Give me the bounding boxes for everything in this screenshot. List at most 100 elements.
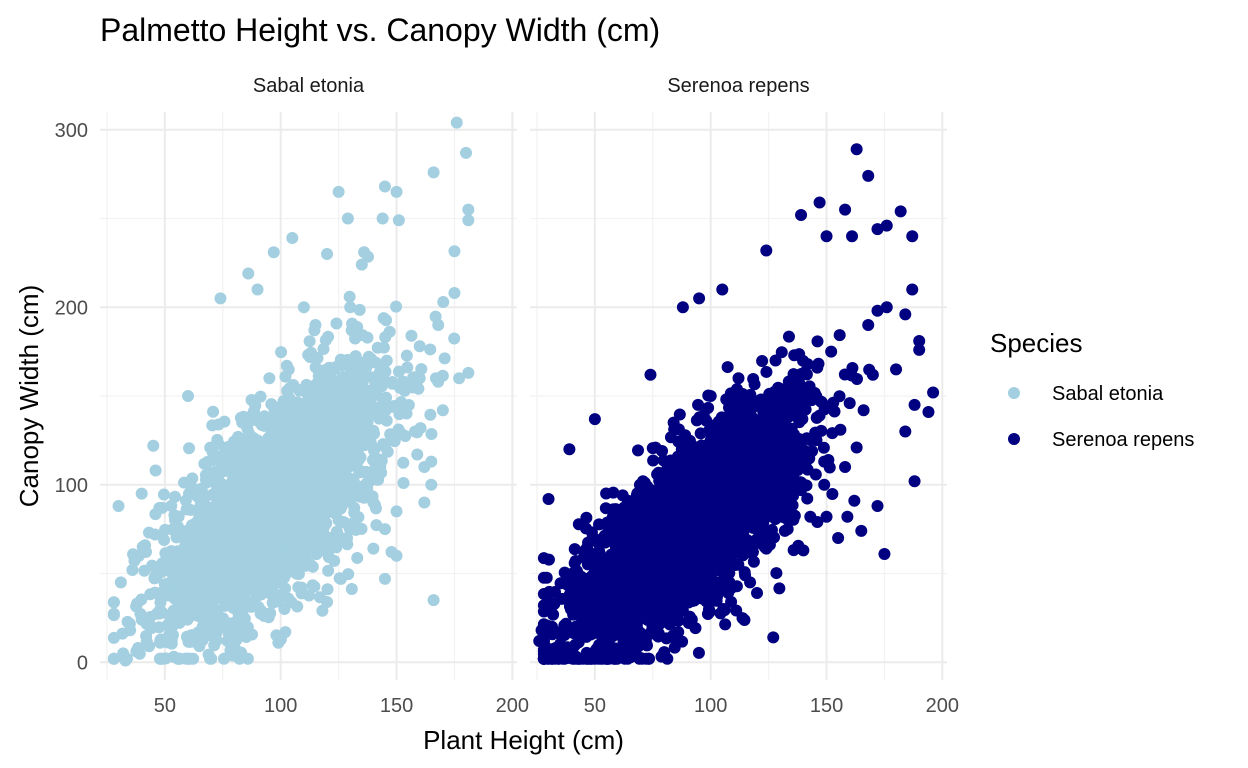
data-points [533,143,940,665]
data-point [309,532,322,544]
data-point [291,482,304,495]
data-point [345,324,358,337]
data-point [579,522,592,535]
data-point [343,290,356,303]
data-point [186,608,199,621]
data-point [647,454,660,467]
data-point [380,414,393,427]
data-point [157,488,170,501]
data-point [234,411,247,424]
x-tick-label: 150 [380,695,413,717]
data-point [332,185,345,198]
data-point [314,441,327,454]
data-point [202,648,215,661]
data-point [773,582,786,595]
data-point [226,508,239,521]
data-point [149,464,162,477]
data-point [212,496,225,509]
data-point [313,591,326,604]
data-point [235,646,248,659]
data-point [271,521,284,534]
data-point [149,586,162,599]
data-point [315,501,328,514]
data-point [357,429,370,442]
data-point [358,246,371,259]
data-point [262,486,275,499]
data-point [793,348,806,361]
data-point [425,455,438,468]
data-point [325,492,338,505]
data-point [208,520,221,533]
data-point [448,332,461,345]
data-point [413,372,426,385]
data-point [413,340,426,353]
data-point [390,505,403,518]
data-point [363,394,376,407]
data-point [368,444,381,457]
data-point [309,319,322,331]
data-point [277,395,290,408]
data-point [580,511,593,524]
y-tick-label: 300 [55,120,88,142]
data-point [429,372,442,385]
data-point [165,545,178,558]
data-point [267,411,280,424]
data-point [316,415,329,428]
data-point [194,630,207,643]
data-point [228,443,241,456]
x-tick-label: 200 [496,695,529,717]
data-point [287,379,300,392]
data-point [721,361,734,374]
data-point [329,461,342,474]
data-point [380,314,393,327]
data-point [223,535,236,548]
data-point [328,397,341,410]
data-point [203,581,216,594]
data-point [273,494,286,507]
data-point [254,546,267,559]
data-point [376,212,389,225]
data-point [378,523,391,536]
data-point [256,558,269,571]
data-point [460,146,473,159]
data-point [147,439,160,452]
data-point [339,395,352,408]
data-point [355,258,368,271]
data-point [427,166,440,179]
data-point [432,319,445,331]
data-point [145,622,158,635]
data-point [126,563,139,576]
data-point [172,510,185,523]
data-point [280,560,293,573]
data-point [373,366,386,379]
data-point [306,392,319,405]
data-point [119,654,132,667]
data-point [262,446,275,459]
data-point [806,445,819,458]
data-point [366,406,379,419]
data-point [254,390,267,403]
data-point [297,549,310,562]
data-point [322,330,335,343]
data-point [412,382,425,395]
data-point [450,116,463,129]
data-point [172,603,185,615]
data-point [330,317,343,330]
data-point [341,212,354,225]
data-point [146,559,159,572]
data-point [159,523,172,536]
data-point [206,555,219,568]
data-point [390,549,403,562]
data-point [204,509,217,522]
data-point [401,361,414,374]
data-point [275,346,288,359]
data-point [345,582,358,595]
data-point [378,572,391,585]
data-point [258,466,271,479]
data-point [329,385,342,398]
data-point [287,458,300,471]
data-point [692,646,705,659]
data-point [174,652,187,665]
data-point [353,303,366,316]
data-point [400,349,413,362]
